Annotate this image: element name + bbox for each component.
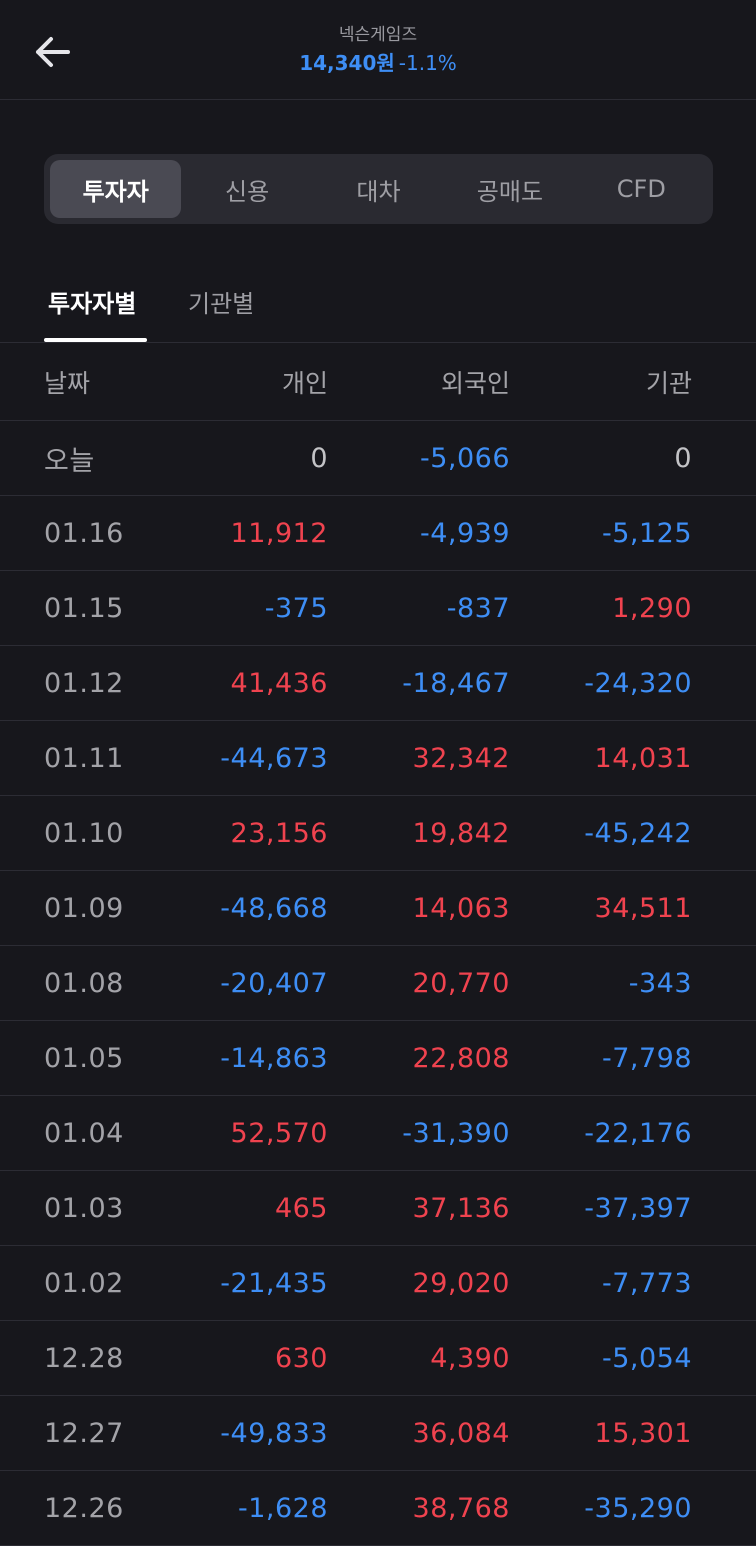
cell-foreign: 29,020 (412, 1267, 510, 1299)
cell-individual: -44,673 (220, 742, 328, 774)
cell-individual: 0 (310, 442, 328, 474)
cell-individual: 630 (274, 1342, 328, 1374)
cell-individual: 465 (274, 1192, 328, 1224)
cell-individual: -375 (264, 592, 328, 624)
cell-individual: -21,435 (220, 1267, 328, 1299)
cell-institution: 14,031 (594, 742, 692, 774)
cell-date: 01.16 (44, 517, 124, 549)
cell-foreign: 36,084 (412, 1417, 510, 1449)
cell-date: 01.10 (44, 817, 124, 849)
cell-date: 01.08 (44, 967, 124, 999)
cell-individual: -14,863 (220, 1042, 328, 1074)
cell-individual: 41,436 (230, 667, 328, 699)
cell-institution: -35,290 (584, 1492, 692, 1524)
cell-institution: 1,290 (612, 592, 692, 624)
segment-lending[interactable]: 대차 (356, 177, 401, 206)
cell-date: 01.11 (44, 742, 124, 774)
table-header: 날짜 개인 외국인 기관 (0, 343, 756, 421)
table-row: 오늘 0 -5,066 0 (0, 421, 756, 496)
tab-by-investor[interactable]: 투자자별 (48, 290, 137, 318)
column-header-individual: 개인 (281, 368, 328, 398)
table-row: 01.08 -20,407 20,770 -343 (0, 946, 756, 1021)
table-body: 오늘 0 -5,066 0 01.16 11,912 -4,939 -5,125 01.15 -3… (0, 421, 756, 1546)
cell-institution: -22,176 (584, 1117, 692, 1149)
cell-foreign: -18,467 (402, 667, 510, 699)
stock-price: 14,340원 (299, 51, 395, 75)
table-row: 01.15 -375 -837 1,290 (0, 571, 756, 646)
cell-institution: 15,301 (594, 1417, 692, 1449)
cell-date: 01.15 (44, 592, 124, 624)
cell-individual: 23,156 (230, 817, 328, 849)
cell-individual: -48,668 (220, 892, 328, 924)
table-row: 01.16 11,912 -4,939 -5,125 (0, 496, 756, 571)
cell-foreign: -4,939 (419, 517, 510, 549)
cell-date: 01.05 (44, 1042, 124, 1074)
cell-foreign: 14,063 (412, 892, 510, 924)
arrow-left-icon (36, 37, 70, 67)
column-header-date: 날짜 (44, 368, 91, 398)
cell-individual: -49,833 (220, 1417, 328, 1449)
cell-date: 01.03 (44, 1192, 124, 1224)
tab-by-institution[interactable]: 기관별 (188, 290, 255, 318)
active-tab-indicator (44, 338, 147, 342)
segment-investor[interactable]: 투자자 (50, 160, 182, 218)
cell-institution: -24,320 (584, 667, 692, 699)
cell-institution: 0 (674, 442, 692, 474)
table-row: 01.04 52,570 -31,390 -22,176 (0, 1096, 756, 1171)
cell-institution: -7,773 (601, 1267, 692, 1299)
top-bar: 넥슨게임즈 14,340원 -1.1% (0, 0, 756, 100)
cell-foreign: 38,768 (412, 1492, 510, 1524)
cell-foreign: 20,770 (412, 967, 510, 999)
investor-table: 날짜 개인 외국인 기관 오늘 0 -5,066 0 01.16 11,912 -4,939… (0, 343, 756, 1546)
cell-foreign: -837 (446, 592, 510, 624)
cell-date: 12.28 (44, 1342, 124, 1374)
table-row: 01.02 -21,435 29,020 -7,773 (0, 1246, 756, 1321)
cell-institution: 34,511 (594, 892, 692, 924)
cell-institution: -37,397 (584, 1192, 692, 1224)
cell-foreign: 37,136 (412, 1192, 510, 1224)
cell-foreign: 19,842 (412, 817, 510, 849)
cell-individual: 11,912 (230, 517, 328, 549)
cell-date: 01.04 (44, 1117, 124, 1149)
table-row: 01.09 -48,668 14,063 34,511 (0, 871, 756, 946)
table-row: 12.26 -1,628 38,768 -35,290 (0, 1471, 756, 1546)
cell-institution: -5,054 (601, 1342, 692, 1374)
cell-date: 01.12 (44, 667, 124, 699)
table-row: 01.03 465 37,136 -37,397 (0, 1171, 756, 1246)
table-row: 01.12 41,436 -18,467 -24,320 (0, 646, 756, 721)
table-row: 01.11 -44,673 32,342 14,031 (0, 721, 756, 796)
cell-institution: -343 (628, 967, 692, 999)
cell-date: 01.09 (44, 892, 124, 924)
cell-date: 12.27 (44, 1417, 124, 1449)
table-row: 01.05 -14,863 22,808 -7,798 (0, 1021, 756, 1096)
cell-institution: -45,242 (584, 817, 692, 849)
cell-individual: -1,628 (237, 1492, 328, 1524)
cell-foreign: -31,390 (402, 1117, 510, 1149)
stock-price-line: 14,340원 -1.1% (0, 47, 756, 76)
stock-name: 넥슨게임즈 (338, 25, 418, 45)
segment-cfd[interactable]: CFD (616, 175, 666, 203)
cell-date: 오늘 (44, 445, 95, 477)
cell-individual: 52,570 (230, 1117, 328, 1149)
column-header-foreign: 외국인 (440, 368, 510, 398)
cell-individual: -20,407 (220, 967, 328, 999)
table-row: 01.10 23,156 19,842 -45,242 (0, 796, 756, 871)
back-button[interactable] (28, 28, 76, 76)
cell-foreign: 32,342 (412, 742, 510, 774)
cell-institution: -5,125 (601, 517, 692, 549)
price-change: -1.1% (398, 51, 457, 75)
table-row: 12.28 630 4,390 -5,054 (0, 1321, 756, 1396)
column-header-institution: 기관 (645, 368, 692, 398)
cell-foreign: 22,808 (412, 1042, 510, 1074)
sub-tabs: 투자자별 기관별 (0, 262, 756, 343)
cell-foreign: -5,066 (419, 442, 510, 474)
cell-foreign: 4,390 (430, 1342, 510, 1374)
segment-short-selling[interactable]: 공매도 (476, 177, 544, 206)
cell-institution: -7,798 (601, 1042, 692, 1074)
segment-credit[interactable]: 신용 (225, 177, 270, 206)
segment-control: 투자자 신용 대차 공매도 CFD (44, 154, 713, 224)
cell-date: 12.26 (44, 1492, 124, 1524)
cell-date: 01.02 (44, 1267, 124, 1299)
table-row: 12.27 -49,833 36,084 15,301 (0, 1396, 756, 1471)
